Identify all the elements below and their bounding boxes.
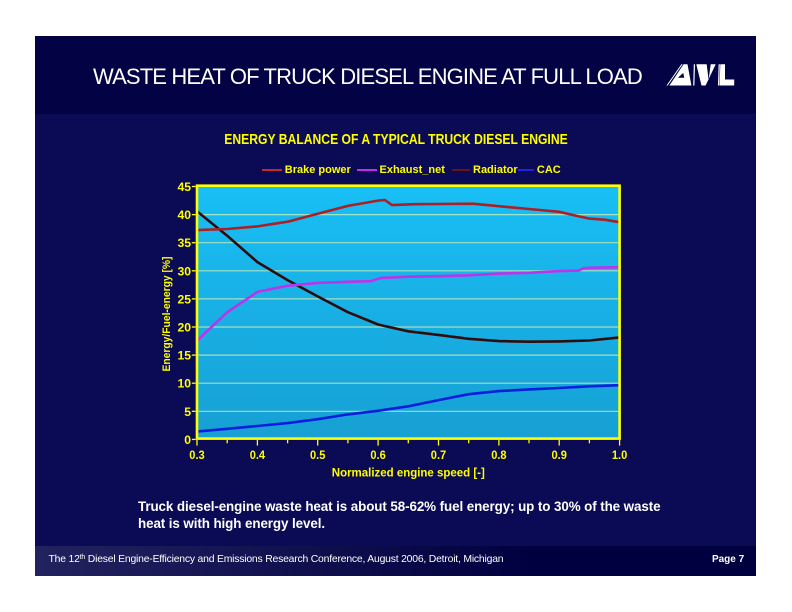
svg-text:25: 25 bbox=[177, 292, 191, 306]
svg-text:45: 45 bbox=[177, 180, 191, 194]
svg-text:40: 40 bbox=[177, 208, 191, 222]
svg-text:30: 30 bbox=[177, 264, 191, 278]
svg-text:0.9: 0.9 bbox=[552, 448, 568, 462]
svg-text:0.4: 0.4 bbox=[250, 448, 266, 462]
svg-text:5: 5 bbox=[184, 405, 191, 419]
svg-text:0.3: 0.3 bbox=[189, 448, 205, 462]
svg-text:20: 20 bbox=[177, 321, 191, 335]
svg-text:35: 35 bbox=[177, 236, 191, 250]
svg-text:Normalized engine speed [-]: Normalized engine speed [-] bbox=[332, 466, 485, 480]
svg-text:0.8: 0.8 bbox=[491, 448, 507, 462]
svg-text:0: 0 bbox=[184, 433, 191, 447]
svg-text:0.5: 0.5 bbox=[310, 448, 326, 462]
svg-text:Energy/Fuel-energy [%]: Energy/Fuel-energy [%] bbox=[161, 256, 173, 371]
svg-text:10: 10 bbox=[177, 377, 191, 391]
svg-text:0.7: 0.7 bbox=[431, 448, 447, 462]
svg-text:0.6: 0.6 bbox=[370, 448, 386, 462]
svg-text:15: 15 bbox=[177, 349, 191, 363]
svg-text:1.0: 1.0 bbox=[612, 448, 628, 462]
